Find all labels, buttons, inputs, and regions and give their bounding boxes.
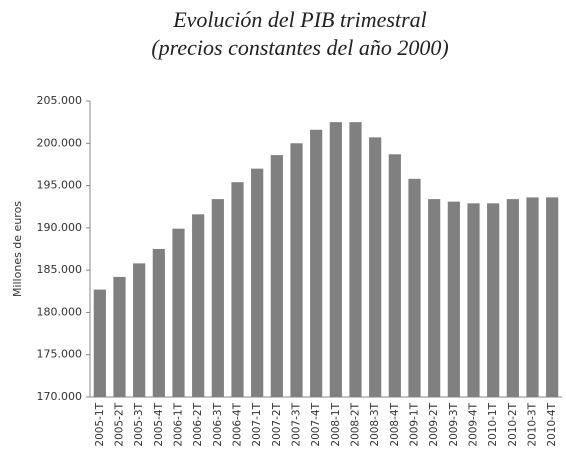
bar: [211, 199, 224, 397]
bar: [310, 129, 323, 398]
y-tick-label: 180.000: [37, 305, 83, 318]
x-tick-label: 2005-2T: [114, 402, 126, 446]
bar: [388, 154, 401, 397]
bar: [369, 137, 382, 397]
x-tick-label: 2008-1T: [330, 402, 342, 446]
x-tick-label: 2009-3T: [448, 402, 460, 446]
x-tick-label: 2007-1T: [251, 402, 263, 446]
bar: [408, 178, 421, 397]
x-tick-label: 2005-4T: [153, 402, 165, 446]
bar: [270, 155, 283, 397]
x-tick-label: 2009-1T: [409, 402, 421, 446]
y-tick-label: 195.000: [37, 179, 83, 192]
y-tick-label: 185.000: [37, 263, 83, 276]
x-tick-label: 2005-1T: [94, 402, 106, 446]
chart-subtitle: (precios constantes del año 2000): [151, 35, 448, 60]
y-tick-label: 205.000: [37, 94, 83, 107]
bar: [428, 199, 441, 397]
bar: [467, 203, 480, 397]
bar: [447, 201, 460, 397]
bar: [113, 276, 126, 397]
x-tick-label: 2008-4T: [389, 402, 401, 446]
bar: [231, 182, 244, 397]
y-tick-label: 170.000: [37, 390, 83, 403]
x-tick-label: 2007-2T: [271, 402, 283, 446]
y-tick-label: 175.000: [37, 348, 83, 361]
x-tick-label: 2007-4T: [310, 402, 322, 446]
bar: [506, 199, 519, 397]
x-tick-label: 2010-1T: [487, 402, 499, 446]
bar: [172, 228, 185, 397]
x-tick-label: 2009-2T: [428, 402, 440, 446]
bar: [251, 168, 264, 397]
chart-title: Evolución del PIB trimestral: [172, 7, 427, 32]
x-tick-label: 2005-3T: [133, 402, 145, 446]
y-axis-label: Millones de euros: [11, 201, 24, 297]
bar: [546, 197, 559, 397]
bar: [487, 203, 500, 397]
bar: [526, 197, 539, 397]
bar: [290, 143, 303, 397]
bar: [349, 122, 362, 398]
x-tick-label: 2007-3T: [291, 402, 303, 446]
x-tick-label: 2006-3T: [212, 402, 224, 446]
x-tick-label: 2008-2T: [350, 402, 362, 446]
bar: [329, 122, 342, 398]
y-tick-label: 200.000: [37, 136, 83, 149]
bar: [192, 214, 205, 397]
bar: [133, 263, 146, 397]
bar: [93, 289, 106, 397]
x-tick-label: 2010-3T: [527, 402, 539, 446]
x-tick-label: 2006-4T: [232, 402, 244, 446]
x-tick-label: 2008-3T: [369, 402, 381, 446]
x-tick-label: 2006-2T: [192, 402, 204, 446]
x-tick-label: 2010-2T: [507, 402, 519, 446]
x-tick-label: 2009-4T: [468, 402, 480, 446]
x-tick-label: 2006-1T: [173, 402, 185, 446]
x-tick-label: 2010-4T: [546, 402, 558, 446]
y-tick-label: 190.000: [37, 221, 83, 234]
bar: [152, 249, 165, 397]
